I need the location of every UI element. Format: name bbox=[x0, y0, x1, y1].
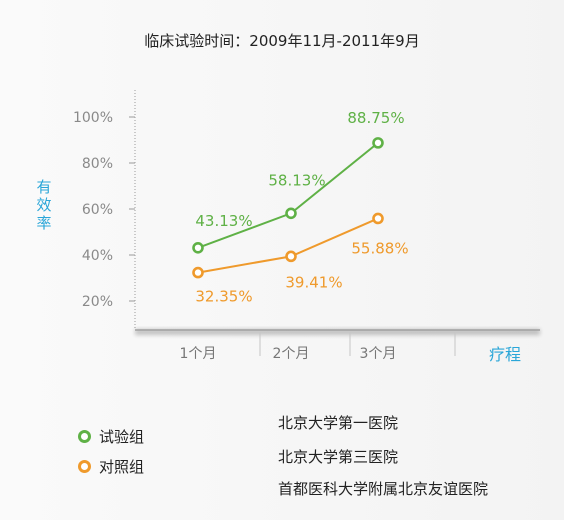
data-point bbox=[285, 207, 297, 220]
line-chart: 20% 40% 60% 80% 100% 有效率 1个月 2个月 3个月 疗程 43.13% 58… bbox=[36, 90, 540, 364]
data-point bbox=[285, 250, 297, 263]
data-point bbox=[372, 212, 384, 225]
y-axis-title-char: 效 bbox=[36, 196, 51, 214]
x-axis-title: 疗程 bbox=[489, 345, 521, 364]
legend-item-trial: 试验组 bbox=[78, 426, 144, 447]
hospital-2: 北京大学第三医院 bbox=[278, 448, 399, 466]
y-axis: 20% 40% 60% 80% 100% 有效率 bbox=[36, 90, 136, 330]
legend-marker-control bbox=[78, 460, 91, 473]
data-label: 43.13% bbox=[195, 212, 252, 230]
data-label: 55.88% bbox=[351, 239, 408, 257]
legend-label-control: 对照组 bbox=[99, 458, 145, 476]
data-point bbox=[192, 242, 204, 254]
legend-marker-trial bbox=[78, 430, 91, 443]
x-tick-label: 3个月 bbox=[360, 346, 397, 362]
y-tick-label: 20% bbox=[82, 294, 113, 310]
y-axis-title-char: 有 bbox=[36, 178, 51, 196]
y-tick-label: 60% bbox=[82, 202, 113, 218]
series-line bbox=[197, 142, 379, 249]
data-point bbox=[192, 266, 204, 279]
x-axis: 1个月 2个月 3个月 疗程 bbox=[135, 329, 540, 364]
data-point bbox=[372, 137, 384, 149]
legend-item-control: 对照组 bbox=[78, 456, 144, 477]
y-tick-label: 40% bbox=[82, 248, 113, 264]
data-label: 32.35% bbox=[195, 288, 252, 306]
hospital-1: 北京大学第一医院 bbox=[278, 414, 399, 432]
x-axis-shadow bbox=[135, 329, 540, 335]
hospital-3: 首都医科大学附属北京友谊医院 bbox=[278, 480, 489, 498]
data-label: 88.75% bbox=[347, 109, 404, 127]
y-tick-label: 80% bbox=[82, 156, 113, 172]
y-tick-label: 100% bbox=[73, 110, 113, 126]
data-label: 58.13% bbox=[268, 171, 325, 189]
legend-label-trial: 试验组 bbox=[99, 428, 145, 446]
chart-title: 临床试验时间：2009年11月-2011年9月 bbox=[144, 32, 420, 50]
y-axis-title-char: 率 bbox=[36, 214, 51, 232]
series-group: 43.13% 58.13% 88.75% 32.35% 39.41% 55.88% bbox=[192, 109, 409, 306]
x-tick-label: 1个月 bbox=[180, 346, 217, 362]
data-label: 39.41% bbox=[285, 273, 342, 291]
x-tick-label: 2个月 bbox=[273, 346, 310, 362]
